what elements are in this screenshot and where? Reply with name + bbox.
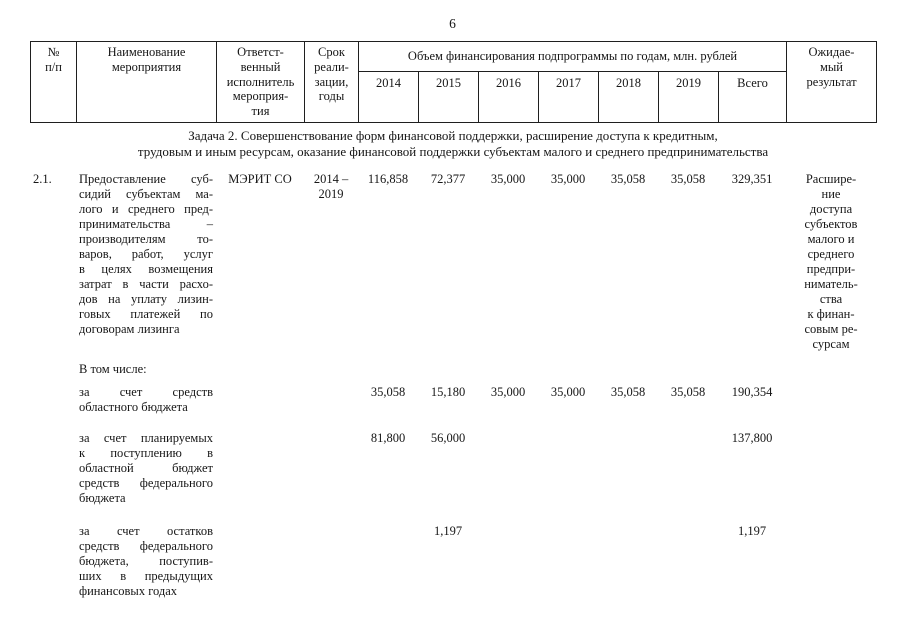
cell-value-2015: 1,197 [433,524,463,539]
cell-expected-result: Расшире- ние доступа субъектов малого и … [804,172,858,352]
financing-table-body: 2.1. Предоставление суб- сидий субъектам… [30,172,876,599]
cell-value-2018: 35,058 [610,172,646,187]
cell-value-2018 [598,415,658,506]
cell-value-2014: 35,058 [370,385,406,400]
cell-expected-result [786,415,876,506]
table-row-2-1: 2.1. Предоставление суб- сидий субъектам… [30,172,876,352]
header-row-1: № п/п Наименование мероприятия Ответст- … [30,41,877,123]
header-row-2: 2014 2015 2016 2017 2018 2019 Всего [31,70,877,123]
cell-row-number [30,377,76,415]
cell-term: 2014 – 2019 [313,172,349,202]
header-term: Срок реали- зации, годы [304,41,359,123]
cell-value-2016: 35,000 [490,172,526,187]
cell-value-2016 [478,352,538,377]
cell-row-number: 2.1. [33,172,52,187]
cell-value-2014 [358,506,418,599]
cell-value-total [718,352,786,377]
cell-value-2018: 35,058 [610,385,646,400]
cell-value-2016 [478,415,538,506]
cell-executor [216,415,304,506]
table-row-federal-budget: за счет планируемых к поступлению в обла… [30,415,876,506]
cell-executor: МЭРИТ СО [228,172,292,187]
header-year-2015: 2015 [418,70,479,123]
header-num: № п/п [30,41,77,123]
cell-value-2019: 35,058 [670,172,706,187]
cell-value-2017 [538,506,598,599]
cell-value-2014 [358,352,418,377]
header-year-2014: 2014 [358,70,419,123]
cell-value-2019: 35,058 [670,385,706,400]
task-2-heading: Задача 2. Совершенствование форм финансо… [137,127,769,159]
cell-value-2015: 56,000 [430,431,466,446]
activity-text-last-line: договорам лизинга [79,322,180,337]
cell-value-2015: 72,377 [430,172,466,187]
table-row-including: В том числе: [30,352,876,377]
header-year-2016: 2016 [478,70,539,123]
activity-text-body: Предоставление суб- сидий субъектам ма- … [79,172,213,322]
cell-value-2018 [598,352,658,377]
cell-executor [216,352,304,377]
financing-table-header: № п/п Наименование мероприятия Ответст- … [30,41,877,123]
cell-value-2019 [658,506,718,599]
cell-value-total: 190,354 [731,385,773,400]
cell-value-2019 [658,415,718,506]
cell-value-total: 137,800 [731,431,773,446]
activity-text-body: за счет планируемых к поступлению в обла… [79,431,213,491]
header-year-total: Всего [718,70,787,123]
cell-expected-result [786,352,876,377]
cell-expected-result [786,377,876,415]
header-funding-group: Объем финансирования подпрограммы по год… [358,41,787,72]
cell-executor [216,377,304,415]
header-activity-name: Наименование мероприятия [76,41,217,123]
activity-text-last-line: финансовых годах [79,584,178,599]
activity-text-last-line: областного бюджета [79,400,188,415]
cell-value-2018 [598,506,658,599]
cell-value-2017 [538,415,598,506]
cell-value-2015: 15,180 [430,385,466,400]
activity-text-last-line: бюджета [79,491,126,506]
including-label: В том числе: [79,362,147,377]
header-year-2018: 2018 [598,70,659,123]
cell-expected-result [786,506,876,599]
header-executor: Ответст- венный исполнитель мероприя- ти… [216,41,305,123]
cell-activity-name: за счет средств областного бюджета [76,377,216,415]
cell-value-total: 329,351 [731,172,773,187]
cell-value-total: 1,197 [737,524,767,539]
page-number: 6 [449,16,456,31]
cell-value-2019 [658,352,718,377]
header-expected-result: Ожидае- мый результат [786,41,877,123]
cell-value-2017: 35,000 [550,385,586,400]
cell-row-number [30,415,76,506]
activity-text-body: за счет средств [79,385,213,400]
cell-row-number [30,506,76,599]
header-year-2019: 2019 [658,70,719,123]
cell-term [304,506,358,599]
cell-activity-name: за счет остатков средств федерального бю… [76,506,216,599]
cell-value-2014: 116,858 [367,172,409,187]
cell-term [304,352,358,377]
cell-activity-name: за счет планируемых к поступлению в обла… [76,415,216,506]
header-year-2017: 2017 [538,70,599,123]
cell-value-2017 [538,352,598,377]
cell-value-2014: 81,800 [370,431,406,446]
cell-row-number [30,352,76,377]
cell-activity-name: В том числе: [76,352,216,377]
cell-value-2017: 35,000 [550,172,586,187]
cell-activity-name: Предоставление суб- сидий субъектам ма- … [76,172,216,352]
cell-executor [216,506,304,599]
cell-value-2015 [418,352,478,377]
activity-text-body: за счет остатков средств федерального бю… [79,524,213,584]
cell-term [304,415,358,506]
table-row-federal-leftovers: за счет остатков средств федерального бю… [30,506,876,599]
cell-value-2016: 35,000 [490,385,526,400]
table-row-oblast-budget: за счет средств областного бюджета 35,05… [30,377,876,415]
cell-term [304,377,358,415]
cell-value-2016 [478,506,538,599]
